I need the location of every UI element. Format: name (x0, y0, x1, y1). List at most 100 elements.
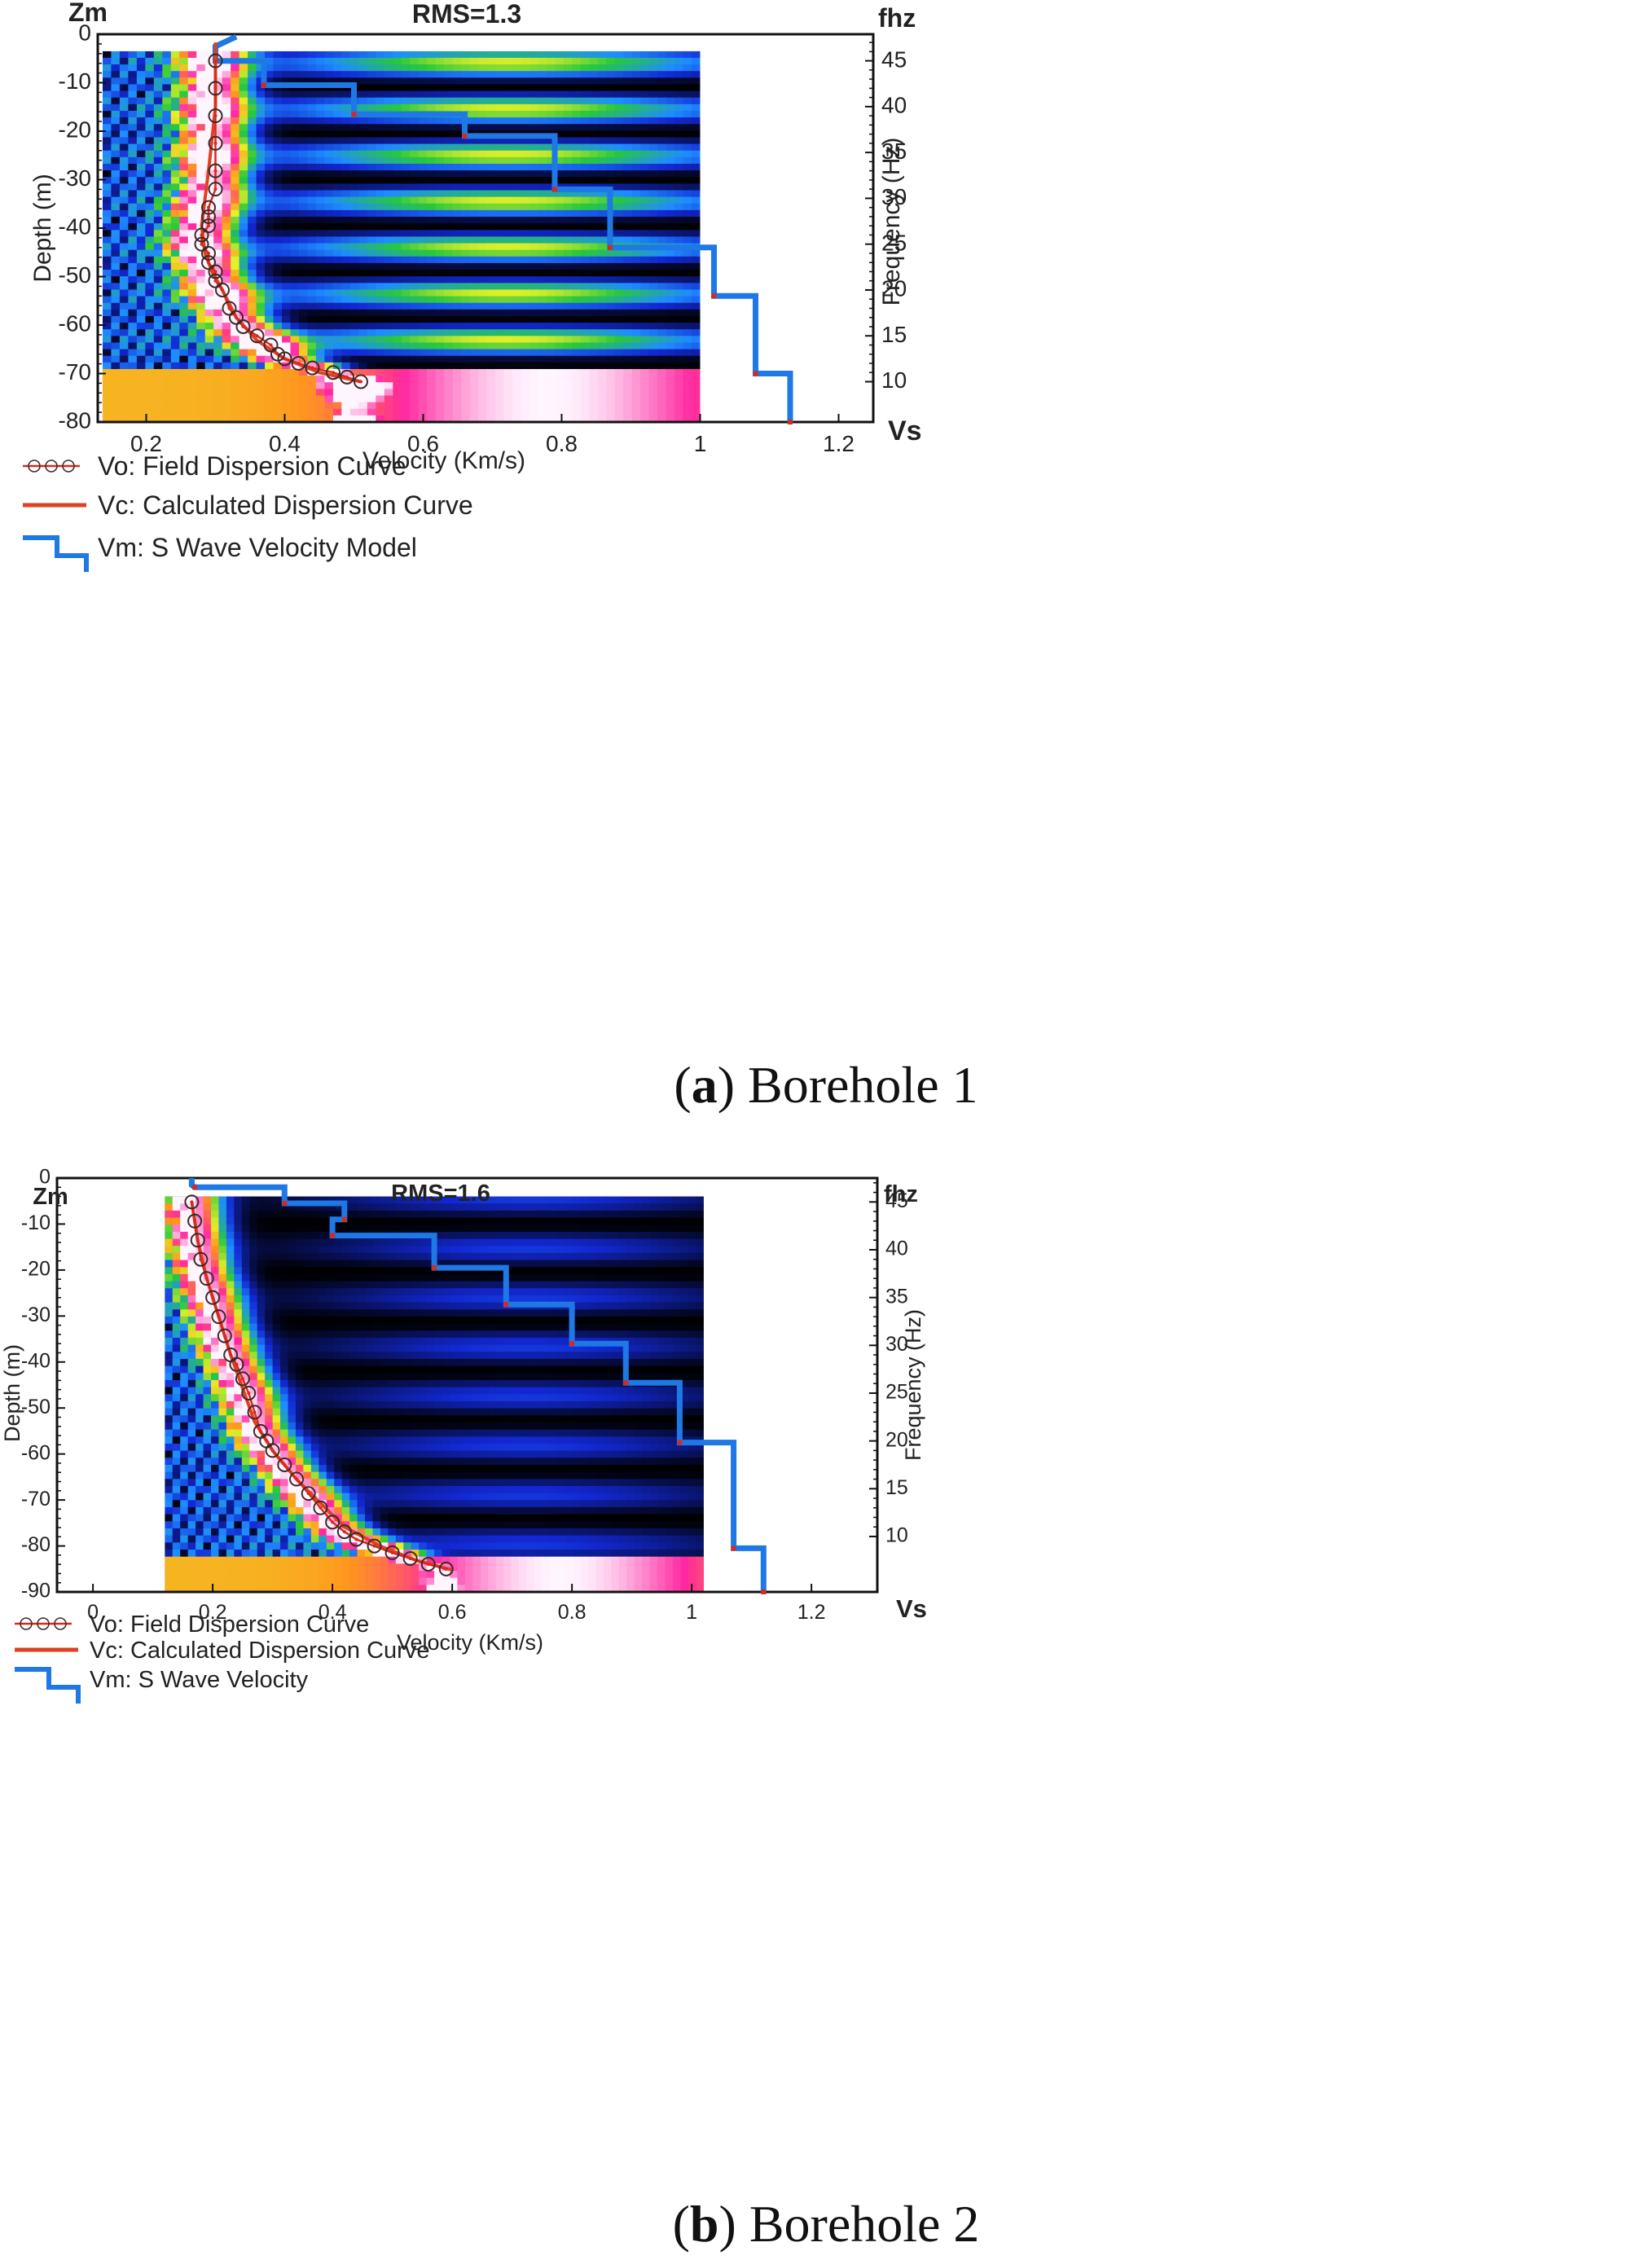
heatmap-cell (580, 1210, 589, 1219)
heatmap-cell (614, 143, 624, 152)
heatmap-cell (546, 329, 556, 336)
heatmap-cell (573, 1246, 582, 1254)
heatmap-cell (555, 150, 565, 158)
vo-data-point-center (297, 361, 301, 365)
heatmap-cell (196, 376, 206, 383)
heatmap-cell (461, 402, 471, 410)
heatmap-cell (128, 270, 138, 277)
heatmap-cell (222, 177, 231, 184)
heatmap-cell (555, 283, 565, 291)
heatmap-cell (618, 1273, 627, 1282)
heatmap-cell (273, 64, 283, 72)
heatmap-cell (478, 97, 488, 105)
heatmap-cell (572, 90, 582, 99)
heatmap-cell (170, 90, 180, 99)
heatmap-cell (512, 262, 522, 270)
heatmap-cell (241, 1252, 250, 1261)
heatmap-cell (376, 117, 385, 125)
heatmap-cell (595, 1210, 604, 1219)
heatmap-cell (334, 1273, 343, 1282)
heatmap-cell (341, 355, 351, 363)
heatmap-cell (589, 336, 599, 344)
heatmap-cell (461, 164, 471, 171)
heatmap-cell (580, 270, 590, 277)
heatmap-cell (170, 309, 180, 317)
heatmap-cell (332, 342, 342, 350)
heatmap-cell (128, 408, 138, 416)
heatmap-cell (572, 329, 582, 336)
heatmap-cell (683, 150, 692, 158)
heatmap-cell (614, 156, 624, 165)
heatmap-cell (265, 77, 275, 86)
heatmap-cell (384, 283, 393, 291)
heatmap-cell (494, 243, 505, 251)
heatmap-cell (256, 323, 266, 330)
heatmap-cell (249, 1267, 258, 1275)
heatmap-cell (231, 130, 240, 139)
heatmap-cell (449, 1273, 459, 1282)
heatmap-cell (172, 1260, 181, 1268)
heatmap-cell (358, 408, 368, 416)
heatmap-cell (256, 51, 266, 59)
heatmap-cell (542, 1273, 551, 1282)
heatmap-cell (648, 177, 658, 184)
heatmap-cell (204, 302, 214, 310)
heatmap-cell (341, 51, 351, 59)
heatmap-cell (119, 170, 129, 178)
heatmap-cell (196, 262, 206, 270)
heatmap-cell (179, 117, 189, 125)
heatmap-cell (203, 1231, 212, 1240)
heatmap-cell (606, 103, 616, 112)
heatmap-cell (666, 329, 675, 336)
heatmap-cell (511, 1246, 520, 1254)
heatmap-cell (692, 203, 701, 211)
heatmap-cell (288, 1252, 297, 1261)
heatmap-cell (170, 217, 180, 224)
heatmap-cell (580, 156, 590, 165)
heatmap-cell (521, 262, 530, 270)
heatmap-cell (324, 51, 334, 59)
heatmap-cell (273, 203, 283, 211)
heatmap-cell (631, 415, 641, 422)
heatmap-cell (310, 1252, 319, 1261)
heatmap-cell (410, 302, 420, 310)
heatmap-cell (410, 90, 420, 99)
heatmap-cell (640, 71, 650, 78)
heatmap-cell (521, 57, 530, 65)
heatmap-cell (692, 336, 701, 344)
heatmap-cell (469, 402, 479, 410)
heatmap-cell (272, 1281, 281, 1289)
heatmap-cell (234, 1203, 243, 1211)
heatmap-cell (623, 209, 633, 218)
heatmap-cell (480, 1217, 489, 1225)
heatmap-cell (324, 283, 334, 291)
heatmap-cell (298, 408, 309, 416)
heatmap-cell (692, 110, 701, 118)
heatmap-cell (452, 150, 462, 158)
heatmap-cell (298, 309, 309, 317)
heatmap-cell (692, 402, 701, 410)
heatmap-cell (572, 190, 582, 198)
heatmap-cell (555, 243, 565, 251)
heatmap-cell (401, 296, 411, 304)
heatmap-cell (204, 296, 214, 304)
heatmap-cell (119, 296, 129, 304)
heatmap-cell (153, 402, 163, 410)
heatmap-cell (111, 376, 121, 383)
heatmap-cell (640, 77, 650, 86)
heatmap-cell (273, 177, 283, 184)
heatmap-cell (673, 1273, 682, 1282)
heatmap-cell (367, 262, 376, 270)
heatmap-cell (102, 283, 112, 291)
heatmap-cell (618, 1210, 627, 1219)
heatmap-cell (469, 323, 479, 330)
heatmap-cell (674, 249, 684, 257)
heatmap-cell (494, 117, 505, 125)
heatmap-cell (248, 283, 257, 291)
heatmap-cell (611, 1203, 620, 1211)
heatmap-cell (623, 130, 633, 139)
heatmap-cell (597, 283, 607, 291)
heatmap-cell (153, 389, 163, 397)
heatmap-cell (606, 276, 616, 284)
heatmap-cell (572, 302, 582, 310)
